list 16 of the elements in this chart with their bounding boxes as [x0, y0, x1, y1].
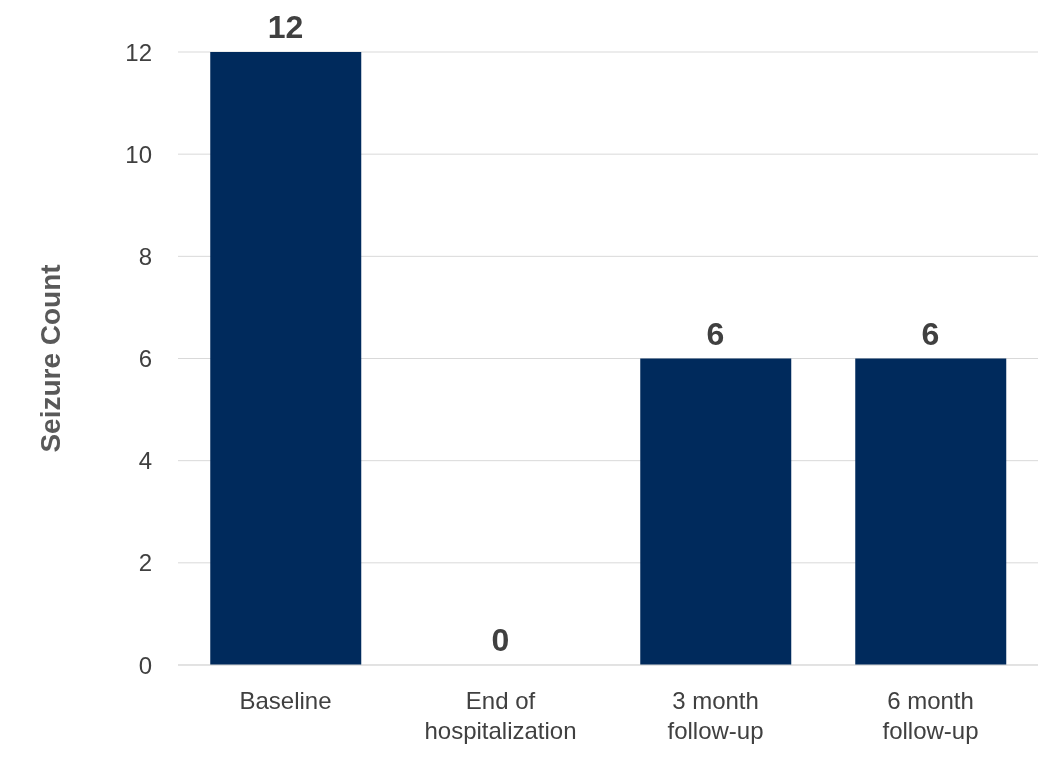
data-label: 12	[267, 9, 304, 45]
y-tick-label: 12	[125, 38, 152, 66]
x-tick-label: End of hospitalization	[424, 687, 577, 744]
x-tick-label: 3 month follow-up	[667, 687, 764, 744]
y-tick-label: 0	[138, 651, 152, 679]
y-tick-label: 2	[138, 549, 152, 577]
y-tick-label: 4	[138, 447, 152, 475]
data-label: 6	[706, 315, 725, 352]
y-tick-label: 10	[125, 140, 152, 168]
data-label: 6	[921, 315, 940, 352]
x-tick-label: 6 month follow-up	[882, 687, 979, 744]
data-label: 0	[491, 622, 510, 658]
x-tick-label: Baseline	[239, 687, 332, 714]
y-tick-label: 6	[138, 345, 152, 373]
y-axis-title: Seizure Count	[34, 264, 66, 453]
y-tick-label: 8	[138, 242, 152, 270]
